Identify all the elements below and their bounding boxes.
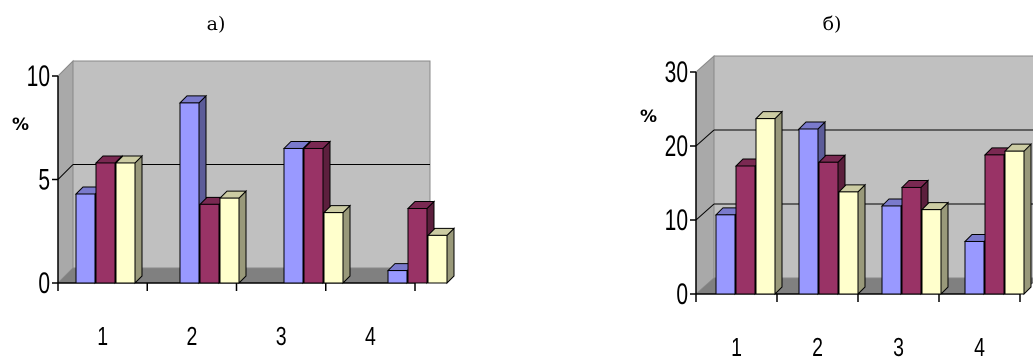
y-tick-label: 10 [665, 205, 688, 237]
chart-side-wall [695, 54, 715, 296]
y-tick-label: 0 [676, 279, 688, 311]
bar-s1-c1 [715, 214, 736, 295]
bar-s2-c4 [407, 207, 428, 284]
bar-s1-c4 [387, 270, 408, 284]
gridline-side [695, 203, 715, 221]
bar-s3-c3 [921, 209, 942, 295]
bar-s2-c1 [735, 165, 756, 295]
bar-s2-c4 [984, 154, 1005, 295]
gridline-side [695, 129, 715, 147]
chart-panel-a: а) % 0 5 10 1 2 3 4 [12, 13, 456, 351]
bar-s2-c1 [95, 162, 116, 284]
bar-side-s3-c1 [774, 110, 783, 296]
chart-panel-b: б) % 0 10 20 30 1 2 3 4 [640, 13, 1033, 358]
y-axis-unit-b: % [640, 107, 657, 127]
x-category-label-4: 4 [365, 321, 376, 350]
bar-side-s3-c3 [342, 204, 351, 285]
y-tick-label: 0 [38, 268, 50, 300]
bar-s2-c2 [199, 203, 220, 284]
bar-s2-c3 [303, 147, 324, 284]
gridline-side [57, 164, 74, 180]
bar-side-s3-c4 [1023, 142, 1032, 296]
y-tick-label: 20 [665, 131, 688, 163]
bar-s1-c3 [881, 205, 902, 295]
x-category-label-4: 4 [974, 332, 985, 358]
bar-s3-c2 [838, 191, 859, 295]
bar-side-s3-c2 [238, 189, 247, 285]
bar-s1-c2 [179, 102, 200, 284]
y-axis-unit-a: % [12, 115, 29, 135]
y-tick-label: 5 [38, 164, 50, 196]
bar-side-s3-c1 [134, 154, 143, 285]
x-category-label-1: 1 [731, 332, 742, 358]
bar-s2-c2 [818, 161, 839, 295]
bar-s1-c2 [798, 128, 819, 295]
bar-s1-c4 [964, 240, 985, 295]
y-tick-label: 10 [27, 61, 50, 93]
bar-s3-c2 [219, 197, 240, 284]
x-category-label-3: 3 [893, 332, 904, 358]
bar-s3-c4 [427, 234, 448, 284]
x-category-label-3: 3 [276, 321, 287, 350]
bar-s3-c1 [115, 162, 136, 284]
bar-s3-c4 [1004, 150, 1025, 295]
panel-label-b: б) [823, 13, 842, 35]
bar-side-s3-c2 [857, 183, 866, 296]
bar-s3-c1 [755, 118, 776, 295]
bar-s3-c3 [323, 212, 344, 284]
x-category-label-1: 1 [97, 321, 108, 350]
bar-side-s3-c3 [940, 201, 949, 296]
y-tick-label: 30 [665, 57, 688, 89]
x-category-label-2: 2 [812, 332, 823, 358]
bar-side-s3-c4 [446, 227, 455, 285]
x-category-label-2: 2 [186, 321, 197, 350]
bar-s1-c1 [75, 193, 96, 284]
panel-label-a: а) [207, 13, 226, 35]
bar-s2-c3 [901, 186, 922, 295]
bar-s1-c3 [283, 147, 304, 284]
